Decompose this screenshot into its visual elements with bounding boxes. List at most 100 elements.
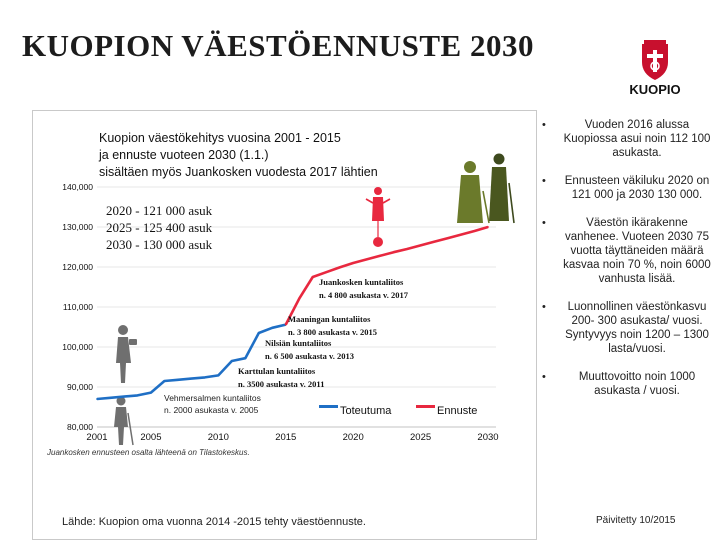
x-axis-labels: 2001 2005 2010 2015 2020 2025 2030 (86, 432, 498, 443)
bullet-icon: • (542, 301, 546, 313)
x-tick-label: 2001 (86, 432, 107, 443)
annotation-vehmersalmi-1: Vehmersalmen kuntaliitos (164, 393, 261, 403)
y-tick-label: 140,000 (62, 182, 93, 192)
data-point (150, 391, 152, 394)
data-point (406, 248, 409, 250)
annotation-maaninka-1: Maaningan kuntaliitos (288, 314, 371, 324)
forecast-box-line-2020: 2020 - 121 000 asuk (106, 203, 213, 218)
data-point (217, 374, 220, 377)
data-point (419, 244, 422, 247)
data-point (244, 357, 247, 360)
chart-title-line-2: ja ennuste vuoteen 2030 (1.1.) (98, 148, 269, 162)
data-point (230, 360, 233, 362)
x-tick-label: 2010 (208, 432, 229, 443)
merger-annotations: Juankosken kuntaliitos n. 4 800 asukasta… (238, 277, 409, 389)
child-with-cane-icon (114, 396, 134, 446)
vehmersalmi-annotation: Vehmersalmen kuntaliitos n. 2000 asukast… (164, 393, 261, 415)
data-point (163, 380, 166, 382)
data-point (136, 394, 139, 397)
data-point (257, 332, 260, 334)
fact-text: Luonnollinen väestönkasvu 200- 300 asuka… (565, 301, 709, 355)
fact-item: • Luonnollinen väestönkasvu 200- 300 asuk… (536, 300, 714, 356)
y-tick-label: 110,000 (63, 302, 93, 312)
data-point (96, 398, 98, 400)
coat-of-arms-icon (642, 40, 668, 80)
chart-title-line-1: Kuopion väestökehitys vuosina 2001 - 201… (99, 131, 341, 145)
data-point (298, 297, 301, 300)
fact-item: • Ennusteen väkiluku 2020 on 121 000 ja 2… (536, 174, 714, 202)
data-point (176, 378, 179, 381)
child-figure-icon (365, 187, 391, 247)
forecast-box: 2020 - 121 000 asuk 2025 - 125 400 asuk … (106, 203, 213, 252)
chart-footnote: Juankosken ennusteen osalta lähteenä on … (46, 448, 250, 457)
bullet-icon: • (542, 119, 546, 131)
bullet-icon: • (542, 175, 546, 187)
data-point (365, 258, 368, 261)
annotation-karttula-2: n. 3500 asukasta v. 2011 (238, 379, 324, 389)
data-point (123, 395, 125, 398)
gridlines (97, 186, 496, 428)
person-figures (114, 153, 515, 446)
kuopio-logo: KUOPIO (624, 40, 686, 100)
legend-label-actual: Toteutuma (340, 405, 392, 417)
data-point (284, 323, 287, 326)
fact-text: Vuoden 2016 alussa Kuopiossa asui noin 1… (563, 119, 711, 159)
legend-swatch-forecast (416, 405, 435, 408)
fact-item: • Vuoden 2016 alussa Kuopiossa asui noin … (536, 118, 714, 160)
chart-legend: Toteutuma Ennuste (319, 405, 477, 417)
annotation-vehmersalmi-2: n. 2000 asukasta v. 2005 (164, 405, 259, 415)
data-point (379, 254, 382, 257)
series-lines (96, 225, 489, 401)
x-tick-label: 2025 (410, 432, 431, 443)
data-point (487, 226, 489, 228)
y-axis-labels: 80,000 90,000 100,000 110,000 120,000 130,000… (62, 182, 93, 432)
walking-man-icon (116, 325, 137, 383)
annotation-nilsia-2: n. 6 500 asukasta v. 2013 (265, 351, 354, 361)
y-tick-label: 90,000 (67, 382, 93, 392)
data-point (338, 266, 341, 269)
chart-title-line-3: sisältäen myös Juankosken vuodesta 2017 … (99, 165, 378, 179)
updated-date: Päivitetty 10/2015 (596, 515, 676, 526)
data-point (446, 237, 449, 240)
fact-text: Ennusteen väkiluku 2020 on 121 000 ja 20… (564, 175, 710, 201)
data-point (433, 240, 435, 243)
x-tick-label: 2015 (275, 432, 296, 443)
data-point (190, 377, 193, 380)
annotation-nilsia-1: Nilsiän kuntaliitos (265, 338, 332, 348)
data-point (109, 396, 112, 399)
data-point (460, 233, 462, 236)
fact-text: Väestön ikärakenne vanhenee. Vuoteen 203… (563, 217, 711, 285)
x-tick-label: 2020 (343, 432, 364, 443)
source-note: Lähde: Kuopion oma vuonna 2014 -2015 teh… (62, 516, 366, 528)
x-tick-label: 2005 (140, 432, 161, 443)
y-tick-label: 130,000 (62, 222, 93, 232)
legend-label-forecast: Ennuste (437, 405, 477, 417)
series-line-forecast (284, 225, 489, 326)
elderly-man-icon (489, 153, 515, 224)
chart-panel: Kuopion väestökehitys vuosina 2001 - 201… (32, 110, 537, 540)
annotation-juankoski-1: Juankosken kuntaliitos (319, 277, 404, 287)
data-point (352, 262, 355, 264)
bullet-icon: • (542, 371, 546, 383)
annotation-juankoski-2: n. 4 800 asukasta v. 2017 (319, 290, 409, 300)
data-point (325, 271, 328, 274)
data-point (203, 376, 206, 379)
forecast-box-line-2025: 2025 - 125 400 asuk (106, 220, 213, 235)
fact-item: • Muuttovoitto noin 1000 asukasta / vuosi… (536, 370, 714, 398)
forecast-box-line-2030: 2030 - 130 000 asuk (106, 237, 213, 252)
annotation-karttula-1: Karttulan kuntaliitos (238, 366, 316, 376)
annotation-maaninka-2: n. 3 800 asukasta v. 2015 (288, 327, 377, 337)
chart-title: Kuopion väestökehitys vuosina 2001 - 201… (98, 131, 378, 179)
y-tick-label: 120,000 (62, 262, 93, 272)
fact-item: • Väestön ikärakenne vanhenee. Vuoteen 20… (536, 216, 714, 286)
elderly-woman-icon (457, 161, 490, 224)
bullet-icon: • (542, 217, 546, 229)
population-chart: Kuopion väestökehitys vuosina 2001 - 201… (46, 131, 515, 457)
data-point (311, 276, 314, 278)
data-point (271, 326, 274, 329)
y-tick-label: 100,000 (62, 342, 93, 352)
legend-swatch-actual (319, 405, 338, 408)
x-tick-label: 2030 (477, 432, 498, 443)
page-title: KUOPION VÄESTÖENNUSTE 2030 (22, 28, 534, 63)
logo-wordmark: KUOPIO (629, 82, 681, 97)
